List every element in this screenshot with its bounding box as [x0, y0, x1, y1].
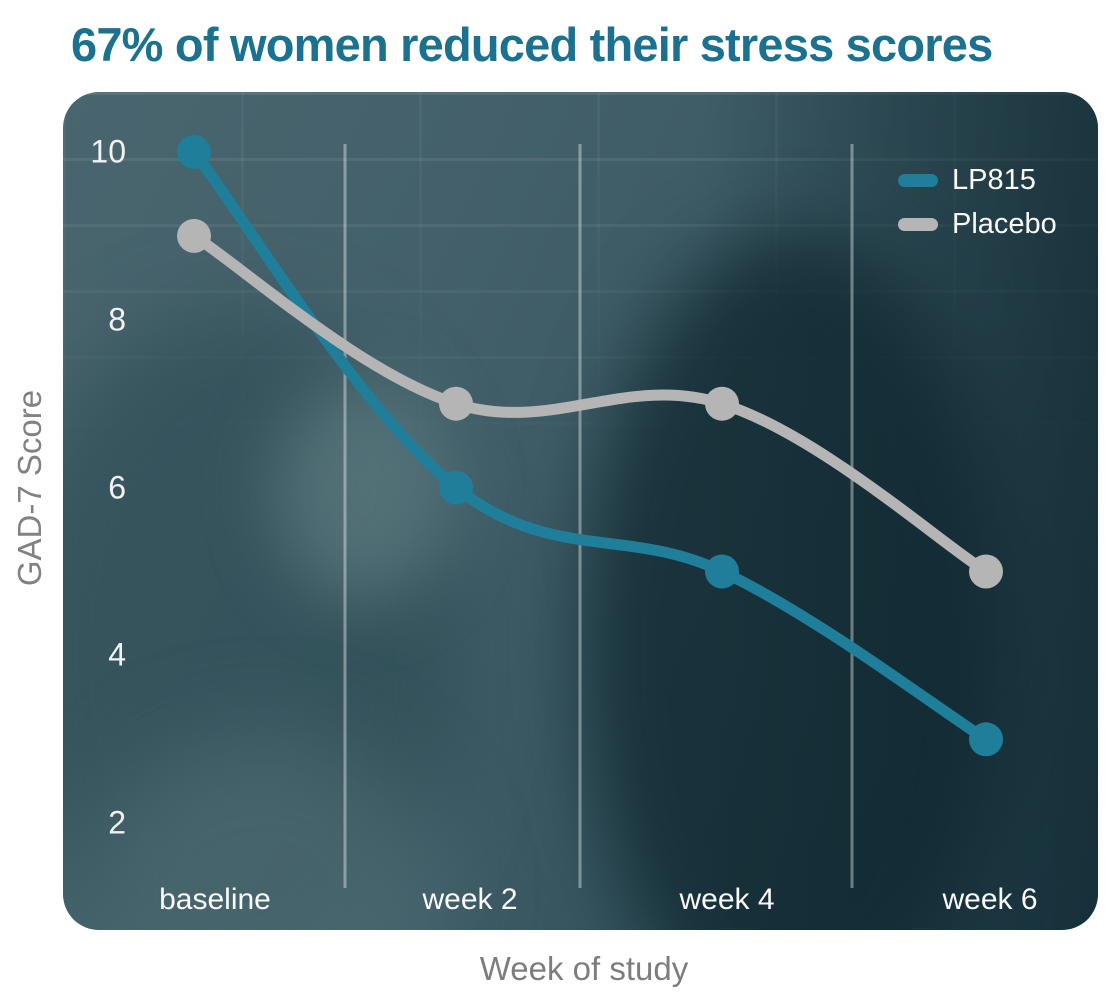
legend-item: Placebo	[898, 206, 1057, 242]
data-point-placebo	[705, 386, 739, 421]
x-tick-label: week 2	[422, 883, 518, 916]
legend-swatch	[898, 217, 938, 231]
data-point-placebo	[439, 386, 473, 421]
legend-label: Placebo	[952, 207, 1057, 240]
data-point-placebo	[177, 218, 211, 253]
x-tick-label: week 4	[679, 883, 775, 916]
x-tick-label: baseline	[159, 883, 271, 916]
x-tick-label: week 6	[942, 883, 1038, 916]
y-axis-label: GAD-7 Score	[11, 389, 48, 587]
chart-card: 10 8 6 4 2 baseline week 2 week 4 week 6 LP815 P…	[63, 92, 1098, 930]
legend-label: LP815	[952, 163, 1036, 196]
background-photo	[63, 92, 1098, 930]
y-tick-label: 8	[108, 301, 126, 338]
y-tick-label: 6	[108, 469, 126, 506]
y-tick-label: 10	[90, 133, 126, 170]
line-chart	[177, 135, 1003, 888]
data-point-lp815	[705, 554, 739, 589]
series-line-lp815	[188, 146, 992, 745]
data-point-lp815	[439, 470, 473, 505]
y-tick-label: 2	[108, 804, 126, 841]
legend: LP815 Placebo	[898, 162, 1057, 242]
legend-swatch	[898, 173, 938, 187]
legend-item: LP815	[898, 162, 1057, 198]
x-axis-label: Week of study	[479, 950, 689, 987]
chart-title: 67% of women reduced their stress scores	[71, 18, 993, 71]
photo-right-shade	[63, 92, 1098, 930]
y-tick-label: 4	[108, 636, 126, 673]
data-point-lp815	[969, 722, 1003, 757]
data-point-lp815	[177, 135, 211, 169]
data-point-placebo	[969, 554, 1003, 589]
series-line-placebo	[188, 230, 992, 577]
